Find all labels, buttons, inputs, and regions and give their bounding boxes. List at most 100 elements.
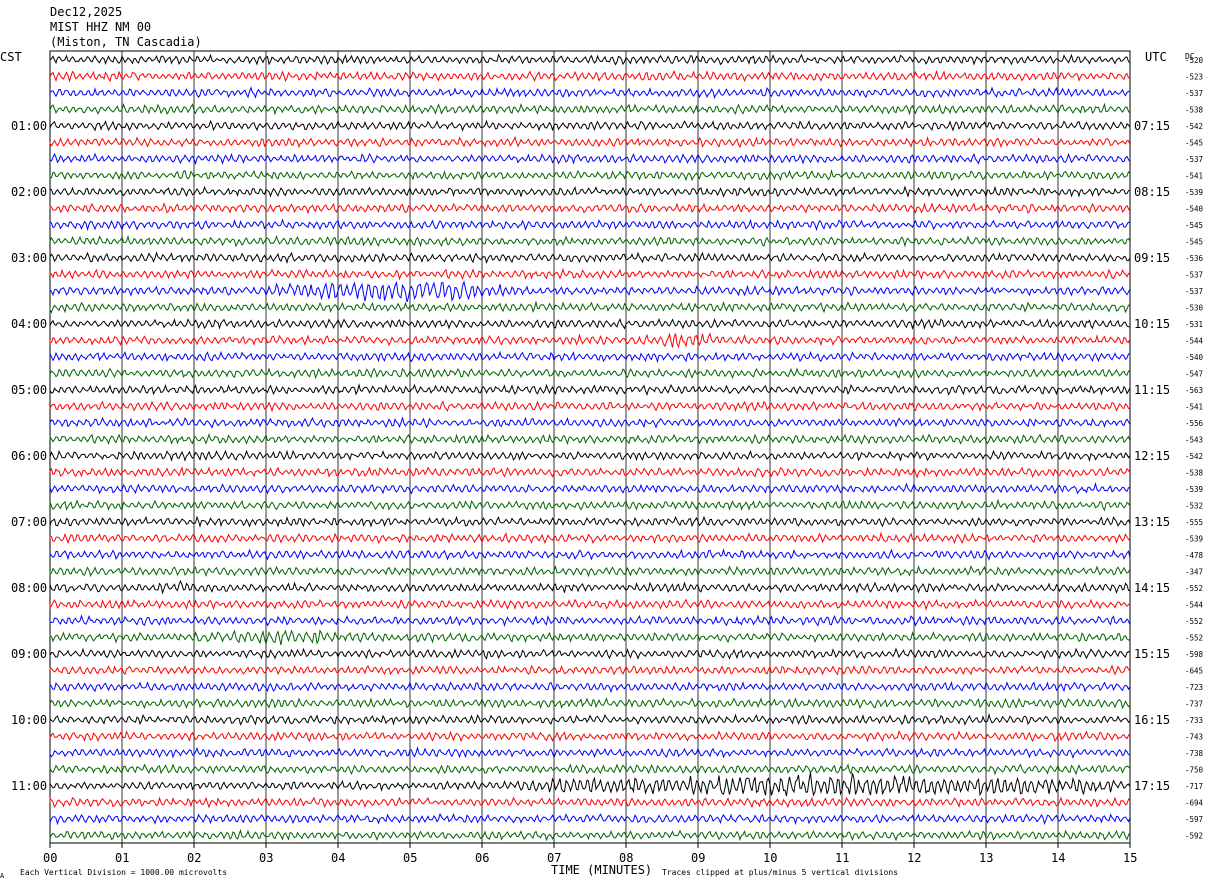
trace-line: [49, 796, 1131, 809]
header-location: (Miston, TN Cascadia): [50, 35, 202, 49]
dc-offset-label: -556: [1185, 419, 1204, 428]
x-tick-label: 03: [259, 851, 273, 865]
trace-line: [49, 152, 1131, 166]
left-hour-label: 09:00: [11, 647, 47, 661]
right-hour-label: 17:15: [1134, 779, 1170, 793]
trace-line: [49, 812, 1131, 826]
dc-offset-label: -539: [1185, 485, 1203, 494]
dc-offset-label: -536: [1185, 254, 1204, 263]
right-hour-label: 16:15: [1134, 713, 1170, 727]
trace-line: [49, 598, 1131, 611]
dc-offset-label: -597: [1185, 815, 1203, 824]
dc-offset-label: -520: [1185, 56, 1204, 65]
trace-line: [49, 531, 1131, 545]
trace-line: [49, 697, 1131, 710]
dc-offset-label: -537: [1185, 287, 1203, 296]
trace-line: [49, 730, 1131, 743]
x-tick-label: 06: [475, 851, 489, 865]
dc-offset-label: -545: [1185, 138, 1203, 147]
trace-line: [49, 234, 1131, 248]
trace-group: [49, 53, 1131, 842]
right-hour-label: 08:15: [1134, 185, 1170, 199]
dc-offset-label: -530: [1185, 303, 1204, 312]
trace-line: [49, 119, 1131, 132]
trace-line: [49, 135, 1131, 149]
dc-offset-label: -598: [1185, 650, 1204, 659]
dc-offset-label: -537: [1185, 89, 1203, 98]
dc-offset-label: -538: [1185, 468, 1204, 477]
dc-offset-label: -545: [1185, 237, 1203, 246]
trace-line: [49, 69, 1131, 83]
right-hour-label: 11:15: [1134, 383, 1170, 397]
dc-offset-label: -539: [1185, 188, 1203, 197]
minute-grid: [121, 51, 1059, 843]
trace-line: [49, 712, 1131, 726]
header-date: Dec12,2025: [50, 5, 122, 19]
trace-line: [49, 647, 1131, 660]
trace-line: [49, 515, 1131, 528]
dc-offset-label: -555: [1185, 518, 1203, 527]
x-tick-label: 12: [907, 851, 921, 865]
trace-line: [49, 449, 1131, 462]
right-hour-label: 13:15: [1134, 515, 1170, 529]
x-tick-label: 02: [187, 851, 201, 865]
right-timezone-label: UTC: [1145, 50, 1167, 64]
trace-line: [49, 498, 1131, 512]
dc-offset-label: -539: [1185, 534, 1203, 543]
right-hour-label: 15:15: [1134, 647, 1170, 661]
dc-offset-label: -750: [1185, 765, 1204, 774]
trace-line: [49, 416, 1131, 429]
x-tick-label: 00: [43, 851, 57, 865]
dc-offset-label: -717: [1185, 782, 1203, 791]
left-hour-label: 01:00: [11, 119, 47, 133]
trace-line: [49, 280, 1131, 303]
x-axis-label: TIME (MINUTES): [551, 863, 652, 877]
trace-line: [49, 251, 1131, 265]
trace-line: [49, 481, 1131, 495]
left-hour-label: 03:00: [11, 251, 47, 265]
trace-line: [49, 185, 1131, 198]
trace-line: [49, 267, 1131, 281]
trace-line: [49, 828, 1131, 842]
trace-line: [49, 564, 1131, 578]
corner-mark: A: [0, 872, 5, 880]
left-hour-label: 10:00: [11, 713, 47, 727]
trace-line: [49, 746, 1131, 759]
trace-line: [49, 629, 1131, 646]
dc-offset-label: -743: [1185, 732, 1203, 741]
x-tick-label: 13: [979, 851, 993, 865]
trace-line: [49, 86, 1131, 99]
dc-offset-label: -523: [1185, 72, 1203, 81]
clip-note: Traces clipped at plus/minus 5 vertical …: [662, 868, 898, 877]
dc-offset-label: -543: [1185, 435, 1203, 444]
dc-offset-label: -552: [1185, 617, 1203, 626]
dc-offset-label: -541: [1185, 402, 1203, 411]
dc-header-label: DC: [1185, 52, 1195, 61]
dc-offset-label: -723: [1185, 683, 1203, 692]
left-hour-label: 05:00: [11, 383, 47, 397]
trace-line: [49, 218, 1131, 232]
right-hour-label: 09:15: [1134, 251, 1170, 265]
header: Dec12,2025 MIST HHZ NM 00 (Miston, TN Ca…: [50, 5, 202, 49]
dc-offset-label: -540: [1185, 204, 1204, 213]
left-hour-label: 04:00: [11, 317, 47, 331]
dc-offset-label: -542: [1185, 122, 1203, 131]
x-tick-label: 04: [331, 851, 345, 865]
dc-offset-label: -552: [1185, 633, 1203, 642]
hour-labels: 01:00 07:15 02:00 08:15 03:00 09:15 04:00 10:15…: [11, 119, 1170, 793]
trace-line: [49, 318, 1131, 330]
trace-line: [49, 350, 1131, 364]
dc-offset-label: -645: [1185, 666, 1203, 675]
trace-line: [49, 763, 1131, 776]
trace-line: [49, 53, 1131, 66]
trace-line: [49, 548, 1131, 561]
trace-line: [49, 300, 1131, 314]
dc-offset-label: -592: [1185, 831, 1203, 840]
x-tick-label: 09: [691, 851, 705, 865]
left-hour-label: 02:00: [11, 185, 47, 199]
trace-line: [49, 400, 1131, 413]
trace-line: [49, 614, 1131, 628]
trace-line: [49, 367, 1131, 380]
right-hour-label: 14:15: [1134, 581, 1170, 595]
